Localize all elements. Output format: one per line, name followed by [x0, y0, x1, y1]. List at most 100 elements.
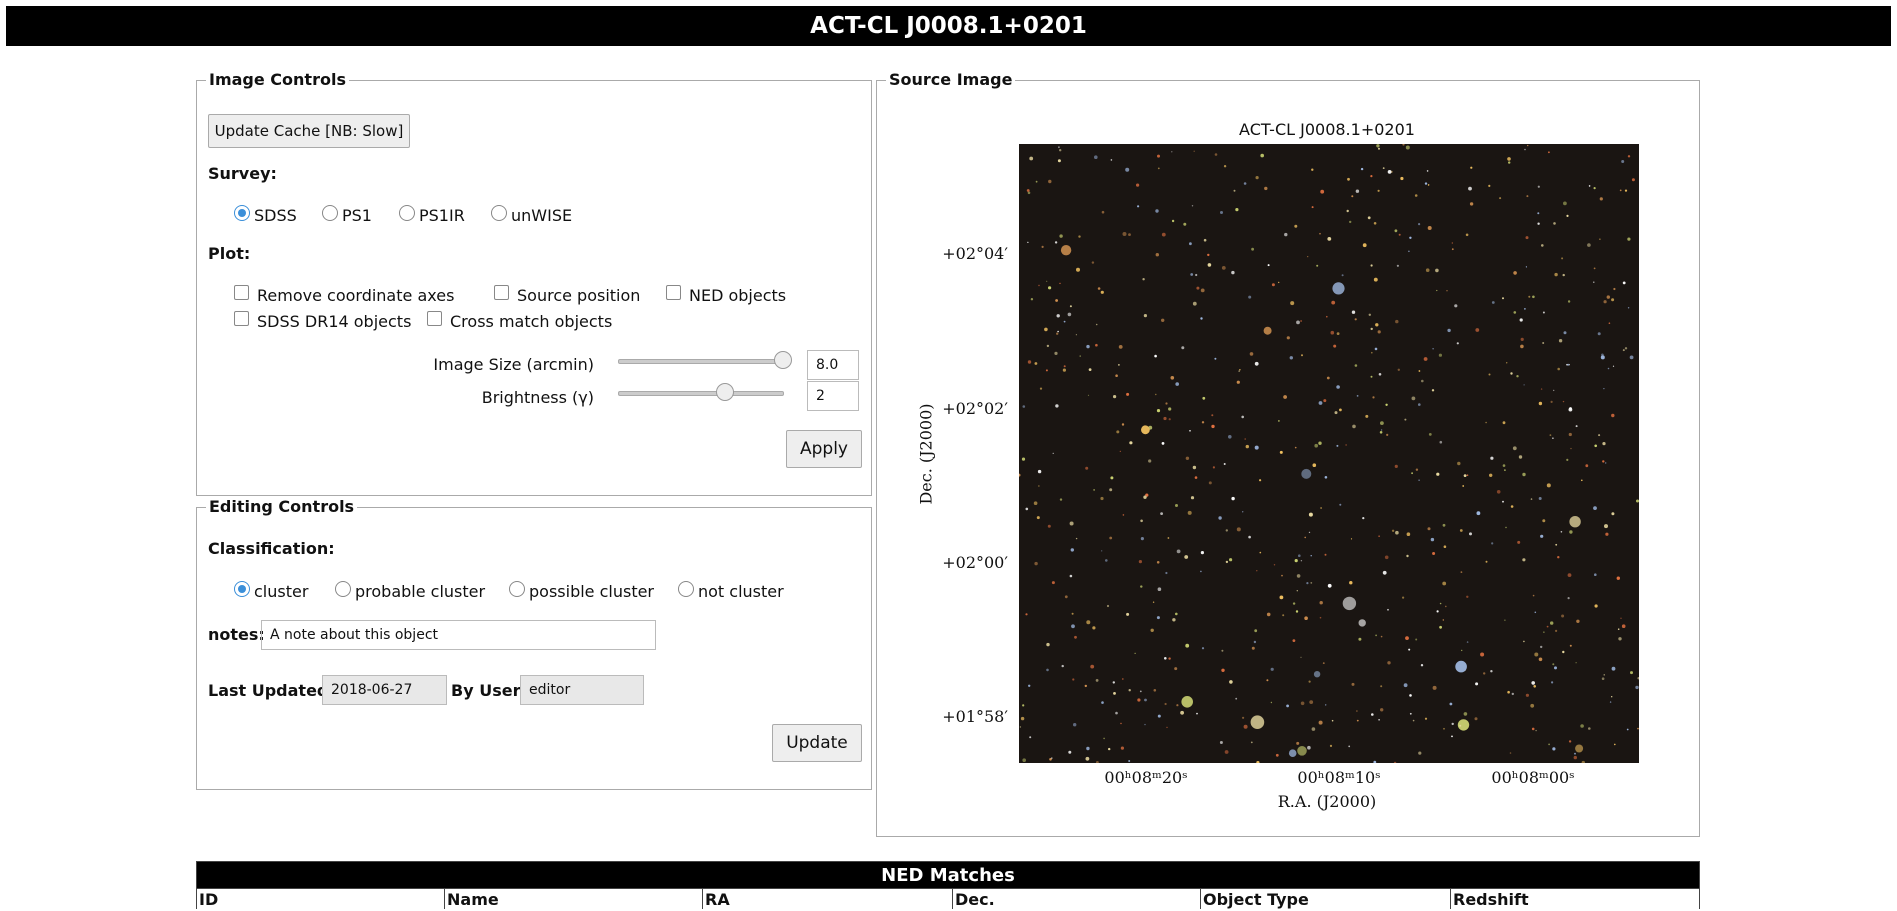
star: [1324, 476, 1328, 479]
radio[interactable]: [335, 581, 351, 597]
star: [1311, 727, 1316, 731]
star: [1156, 616, 1160, 620]
star: [1418, 370, 1421, 372]
slider-thumb[interactable]: [774, 351, 792, 369]
star: [1624, 347, 1628, 350]
star: [1157, 154, 1160, 158]
radio[interactable]: [234, 205, 250, 221]
star: [1618, 637, 1622, 641]
checkbox[interactable]: [666, 285, 681, 300]
star: [1627, 237, 1631, 241]
radio[interactable]: [678, 581, 694, 597]
star: [1059, 149, 1062, 152]
star: [1059, 498, 1063, 501]
star: [1148, 459, 1152, 463]
star: [1128, 233, 1131, 236]
star: [1259, 551, 1262, 554]
checkbox[interactable]: [234, 285, 249, 300]
star: [1244, 438, 1246, 440]
star: [1153, 689, 1157, 692]
star: [1224, 750, 1229, 754]
star: [1039, 387, 1043, 390]
star: [1251, 247, 1254, 251]
star: [1371, 713, 1374, 716]
star: [1201, 647, 1205, 650]
star: [1046, 344, 1050, 348]
star: [1349, 581, 1353, 585]
star: [1377, 189, 1380, 192]
star: [1320, 507, 1322, 509]
star: [1236, 380, 1240, 384]
star: [1070, 548, 1074, 552]
star: [1511, 692, 1514, 696]
star: [1593, 267, 1596, 270]
star: [1301, 354, 1303, 357]
star: [1608, 322, 1611, 324]
star: [1034, 561, 1038, 566]
star: [1425, 268, 1430, 272]
star: [1475, 328, 1480, 332]
star: [1094, 155, 1098, 159]
star: [1451, 242, 1453, 244]
star: [1535, 729, 1537, 732]
notes-input[interactable]: A note about this object: [261, 620, 656, 650]
checkbox[interactable]: [494, 285, 509, 300]
star: [1374, 347, 1378, 351]
star: [1470, 166, 1473, 169]
star: [1605, 462, 1607, 464]
star: [1550, 621, 1554, 625]
plot-label: Plot:: [208, 244, 251, 263]
update-cache-button[interactable]: Update Cache [NB: Slow]: [208, 114, 410, 148]
star: [1418, 479, 1420, 481]
slider-thumb[interactable]: [716, 383, 734, 401]
star: [1051, 757, 1053, 759]
star: [1365, 414, 1369, 418]
star: [1348, 745, 1351, 748]
star: [1067, 312, 1072, 317]
star: [1243, 724, 1248, 729]
star: [1063, 365, 1066, 368]
star: [1420, 664, 1424, 667]
checkbox[interactable]: [234, 311, 249, 326]
survey-label: Survey:: [208, 164, 277, 183]
star: [1542, 311, 1545, 314]
star: [1468, 186, 1472, 191]
radio[interactable]: [322, 205, 338, 221]
star: [1195, 273, 1198, 277]
star: [1341, 274, 1344, 277]
star: [1370, 327, 1373, 331]
brightness-input[interactable]: 2: [807, 381, 859, 411]
star: [1152, 601, 1155, 603]
star: [1235, 697, 1238, 700]
star: [1157, 587, 1162, 591]
radio[interactable]: [234, 581, 250, 597]
checkbox-label: Cross match objects: [450, 312, 613, 331]
star: [1424, 717, 1428, 720]
star: [1465, 233, 1469, 237]
star: [1090, 664, 1095, 669]
star: [1512, 446, 1517, 451]
update-button[interactable]: Update: [772, 724, 862, 762]
star: [1231, 270, 1235, 275]
star: [1062, 368, 1066, 372]
column-header: Dec.: [952, 889, 1200, 909]
radio[interactable]: [491, 205, 507, 221]
star: [1163, 416, 1167, 421]
star: [1459, 724, 1462, 727]
star: [1239, 369, 1241, 371]
star: [1438, 353, 1442, 357]
star: [1382, 167, 1385, 169]
star: [1056, 332, 1059, 335]
star: [1211, 414, 1214, 417]
star: [1294, 446, 1297, 449]
image-size-input[interactable]: 8.0: [807, 350, 859, 380]
star: [1418, 223, 1421, 226]
checkbox[interactable]: [427, 311, 442, 326]
star: [1320, 189, 1325, 194]
star: [1100, 496, 1104, 501]
apply-button[interactable]: Apply: [786, 430, 862, 468]
radio[interactable]: [399, 205, 415, 221]
radio[interactable]: [509, 581, 525, 597]
star: [1530, 703, 1535, 708]
